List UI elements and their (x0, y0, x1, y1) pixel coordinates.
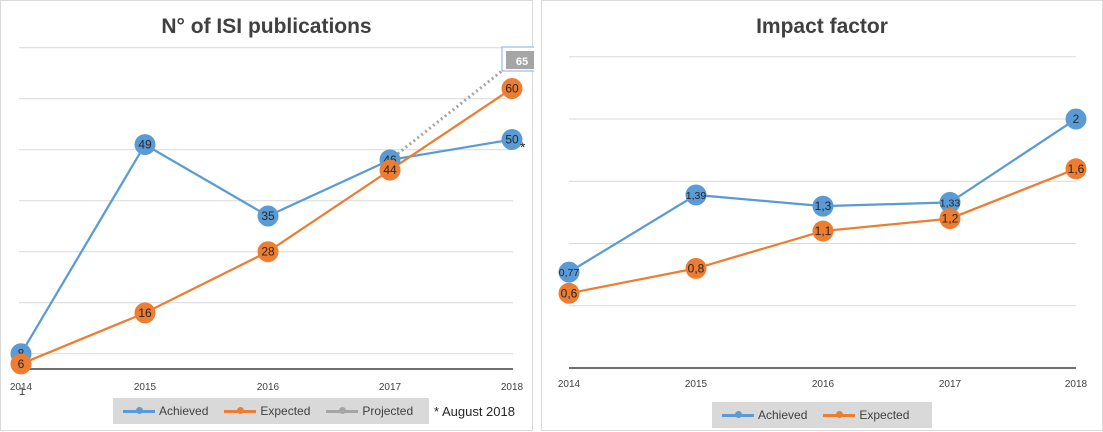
isi-publications-plot: 2014201520162017201884935465061628446065… (10, 46, 534, 393)
asterisk-note: * (520, 139, 526, 155)
data-marker-achieved (558, 261, 580, 283)
legend-item-achieved: Achieved (123, 404, 208, 418)
legend-item-achieved: Achieved (722, 408, 807, 422)
x-tick-label: 2014 (10, 382, 33, 393)
legend-swatch (722, 411, 754, 418)
impact-factor-plot: 2014 2015 2016 2017 2018 0,77 1,39 1,3 1,33 2 0,6 0… (558, 56, 1088, 390)
data-marker-achieved (134, 134, 156, 156)
data-marker-expected (10, 353, 32, 375)
legend-swatch (823, 411, 856, 418)
page-number: 1 (19, 386, 26, 398)
legend-label: Expected (859, 408, 910, 422)
data-label: 35 (261, 209, 275, 223)
data-marker-achieved (1065, 108, 1087, 130)
data-marker-expected (812, 220, 834, 242)
legend-label: Achieved (758, 408, 808, 422)
x-tick-label: 2017 (939, 379, 962, 390)
series-line-achieved (568, 118, 1077, 274)
data-label: 1,1 (815, 224, 832, 238)
x-tick-label: 2018 (501, 382, 524, 393)
series-line-projected (389, 61, 513, 162)
chart-legend: Achieved Expected (712, 402, 932, 428)
impact-factor-chart: Impact factor 2014 2015 2016 2017 2018 0,77 1,… (541, 0, 1103, 431)
data-label: 1,33 (940, 197, 961, 209)
data-marker-expected (501, 78, 523, 99)
data-label: 1,39 (686, 190, 707, 202)
data-marker-expected (134, 302, 156, 324)
chart-title: Impact factor (756, 15, 888, 38)
legend-label: Achieved (159, 404, 209, 418)
data-marker-expected (685, 257, 707, 279)
data-label: 1,2 (942, 212, 959, 226)
data-marker-expected (1065, 158, 1087, 180)
data-marker-achieved (812, 195, 834, 217)
legend-swatch (326, 407, 359, 414)
chart-title: N° of ISI publications (161, 15, 372, 38)
data-marker-achieved (501, 129, 523, 150)
isi-publications-chart: N° of ISI publications 2014 2015 2016 2017 2… (0, 0, 534, 431)
x-tick-label: 2018 (1065, 379, 1088, 390)
data-label: 1,3 (815, 199, 832, 213)
data-label: 0,6 (561, 286, 578, 300)
data-label: 1,6 (1068, 162, 1085, 176)
data-label: 65 (516, 56, 528, 68)
data-label: 16 (138, 306, 152, 320)
x-tick-label: 2015 (685, 379, 708, 390)
data-label: 60 (505, 82, 519, 96)
x-tick-label: 2014 (558, 379, 581, 390)
chart-legend: Achieved Expected Projected (113, 398, 429, 424)
legend-swatch (224, 407, 257, 414)
legend-item-expected: Expected (823, 408, 909, 422)
data-label: 6 (18, 357, 25, 371)
legend-label: Expected (260, 404, 311, 418)
x-tick-label: 2017 (379, 382, 402, 393)
data-marker-achieved (939, 191, 961, 213)
data-marker-achieved (685, 184, 707, 206)
legend-item-expected: Expected (224, 404, 310, 418)
legend-label: Projected (362, 404, 414, 418)
x-tick-label: 2016 (812, 379, 835, 390)
x-tick-label: 2015 (134, 382, 157, 393)
data-marker-projected (506, 51, 534, 69)
legend-swatch (123, 407, 155, 414)
data-marker-expected (379, 159, 401, 181)
footnote-annotation: * August 2018 (434, 404, 515, 419)
data-label: 44 (383, 163, 397, 177)
data-label: 0,77 (559, 267, 580, 279)
data-marker-expected (257, 241, 279, 263)
x-tick-label: 2016 (257, 382, 280, 393)
legend-item-projected: Projected (326, 404, 413, 418)
data-label: 49 (138, 138, 152, 152)
data-marker-expected (558, 282, 580, 304)
data-label: 2 (1073, 112, 1080, 126)
data-label: 50 (505, 133, 519, 147)
data-marker-achieved (257, 205, 279, 227)
data-label: 0,8 (688, 261, 705, 275)
data-label: 28 (261, 245, 275, 259)
data-marker-expected (939, 208, 961, 230)
